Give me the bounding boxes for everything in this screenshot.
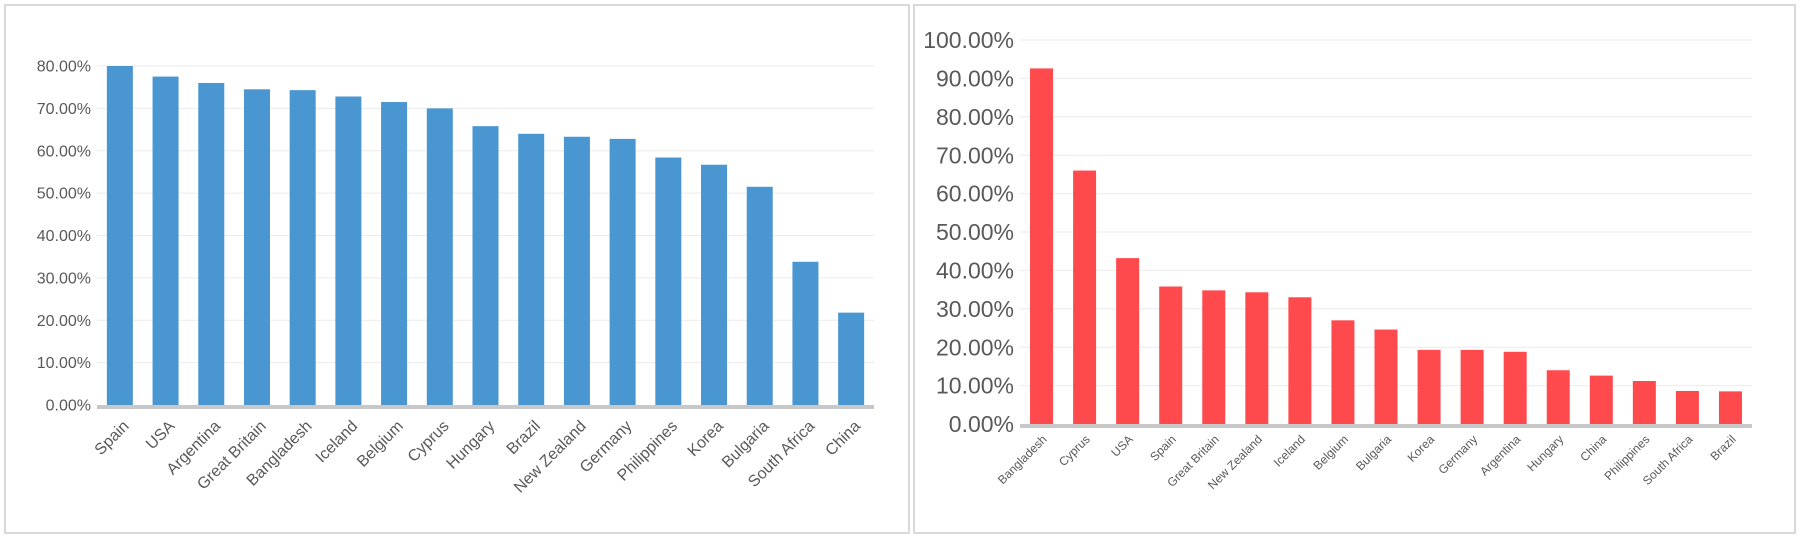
x-category-label: Bangladesh: [995, 432, 1050, 487]
x-category-label: Korea: [1405, 432, 1438, 465]
right-chart-panel: 0.00% 10.00% 20.00% 30.00% 40.00% 50.00% 60.00…: [913, 4, 1796, 534]
x-category-label: USA: [143, 418, 179, 454]
bar-belgium: [381, 102, 408, 406]
y-tick-label: 70.00%: [936, 142, 1014, 168]
y-tick-label: 20.00%: [936, 334, 1014, 360]
x-category-label: China: [1577, 432, 1609, 464]
bar-cyprus: [1073, 170, 1097, 424]
bar-bulgaria: [1374, 329, 1398, 424]
bar-great-britain: [1202, 290, 1226, 424]
bar-korea: [701, 164, 728, 405]
x-category-label: Iceland: [1271, 432, 1308, 469]
bar-new-zealand: [563, 136, 590, 406]
x-category-label: Bulgaria: [1353, 432, 1394, 473]
x-category-label: Brazil: [1707, 432, 1738, 463]
bar-belgium: [1331, 320, 1355, 424]
bar-usa: [152, 76, 179, 405]
y-tick-label: 90.00%: [936, 65, 1014, 91]
y-tick-label: 30.00%: [936, 296, 1014, 322]
bar-iceland: [335, 96, 362, 405]
x-category-label: Belgium: [354, 418, 407, 471]
y-tick-label: 80.00%: [37, 59, 91, 76]
y-tick-label: 40.00%: [936, 257, 1014, 283]
bar-philippines: [655, 157, 682, 405]
bar-bangladesh: [1030, 68, 1054, 424]
left-chart-panel: 0.00% 10.00% 20.00% 30.00% 40.00% 50.00% 60.00…: [4, 4, 910, 534]
bar-korea: [1417, 349, 1441, 424]
bar-brazil: [1718, 391, 1742, 424]
bar-great-britain: [243, 89, 270, 406]
bar-china: [1589, 375, 1613, 424]
bar-bulgaria: [746, 186, 773, 405]
bar-cyprus: [426, 108, 453, 405]
y-tick-label: 0.00%: [949, 411, 1014, 437]
bar-south-africa: [792, 261, 819, 405]
y-tick-label: 10.00%: [936, 373, 1014, 399]
x-category-label: Hungary: [444, 418, 499, 473]
y-tick-label: 0.00%: [46, 398, 91, 415]
bar-argentina: [198, 82, 225, 405]
bar-south-africa: [1675, 390, 1699, 424]
y-tick-label: 100.00%: [923, 27, 1014, 53]
bar-bangladesh: [289, 90, 316, 405]
bar-germany: [1460, 349, 1484, 424]
y-tick-label: 50.00%: [936, 219, 1014, 245]
bar-hungary: [1546, 370, 1570, 424]
x-category-label: Hungary: [1524, 432, 1566, 474]
bar-spain: [106, 66, 133, 405]
x-category-label: China: [822, 418, 864, 460]
y-tick-label: 10.00%: [37, 355, 91, 372]
y-tick-label: 30.00%: [37, 270, 91, 287]
y-tick-label: 40.00%: [37, 228, 91, 245]
y-tick-label: 20.00%: [37, 313, 91, 330]
y-tick-label: 70.00%: [37, 101, 91, 118]
bar-argentina: [1503, 351, 1527, 424]
bar-iceland: [1288, 297, 1312, 424]
y-tick-label: 50.00%: [37, 186, 91, 203]
x-category-label: Germany: [1435, 432, 1480, 477]
x-category-label: Argentina: [1477, 432, 1523, 478]
x-category-label: Brazil: [504, 418, 544, 458]
right-bar-chart: 0.00% 10.00% 20.00% 30.00% 40.00% 50.00% 60.00…: [923, 27, 1752, 492]
x-category-label: Belgium: [1311, 432, 1352, 473]
bar-brazil: [518, 133, 545, 406]
bar-philippines: [1632, 380, 1656, 424]
y-tick-label: 60.00%: [37, 143, 91, 160]
x-category-label: Korea: [685, 418, 727, 460]
bar-china: [838, 312, 865, 405]
left-bar-chart: 0.00% 10.00% 20.00% 30.00% 40.00% 50.00% 60.00…: [37, 59, 874, 496]
y-tick-label: 80.00%: [936, 104, 1014, 130]
bar-new-zealand: [1245, 292, 1269, 424]
bar-hungary: [472, 126, 499, 406]
x-category-label: USA: [1108, 432, 1135, 459]
x-category-label: Spain: [92, 418, 133, 459]
bar-usa: [1116, 258, 1140, 424]
x-category-label: Spain: [1147, 432, 1179, 464]
bar-spain: [1159, 286, 1183, 424]
x-category-label: Cyprus: [1056, 432, 1093, 469]
bar-germany: [609, 138, 636, 405]
y-tick-label: 60.00%: [936, 181, 1014, 207]
